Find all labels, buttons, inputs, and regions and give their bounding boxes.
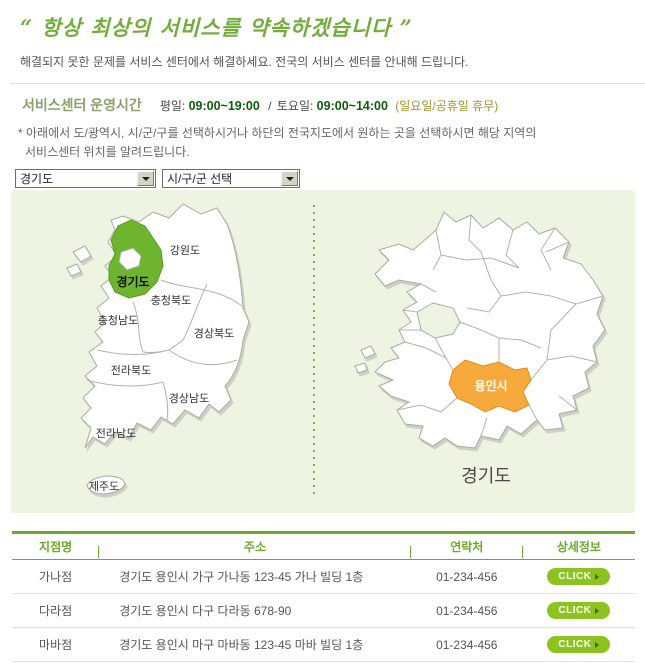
branch-address: 경기도 용인시 마구 마바동 123-45 마바 빌딩 1층 [119,638,364,652]
branch-phone: 01-234-456 [436,569,498,584]
district-select[interactable]: 시/구/군 선택 [162,169,300,188]
chungnam-label: 충청남도 [98,314,138,327]
sw-island [360,345,376,359]
instruction-line2: 서비스센터 위치를 알려드립니다. [25,144,190,159]
sw-island [354,362,368,374]
table-row: 마바점 경기도 용인시 마구 마바동 123-45 마바 빌딩 1층 01-23… [12,628,635,662]
province-select[interactable]: 경기도 [15,169,156,188]
branch-address: 경기도 용인시 가구 가나동 123-45 가나 빌딩 1층 [119,570,364,584]
west-island [66,263,82,277]
hours-detail: 평일: 09:00~19:00 / 토요일: 09:00~14:00 (일요일/… [160,97,498,114]
map-panel: 경기도 강원도 충청북도 충청남도 경상북도 전라북도 경상남도 전라남도 제주… [11,190,635,513]
district-select-arrow-button[interactable] [281,171,298,186]
branch-name: 마바점 [39,638,73,652]
header-contact: 연락처 [411,534,523,559]
district-select-value: 시/구/군 선택 [167,172,233,186]
city-borders [396,214,604,437]
divider [10,83,645,84]
header-address: 주소 [99,534,411,559]
click-button-label: CLICK [558,605,592,616]
chungbuk-label: 충청북도 [151,294,191,307]
operating-hours: 서비스센터 운영시간 평일: 09:00~19:00 / 토요일: 09:00~… [22,95,632,115]
seoul-hole [118,247,142,271]
arrow-right-icon [595,641,600,648]
gyeonggi-outline[interactable] [374,211,606,449]
branch-phone: 01-234-456 [436,603,498,618]
yongin-region[interactable] [448,359,532,413]
west-island [72,245,92,263]
weekday-time: 09:00~19:00 [188,99,260,113]
table-row: 다라점 경기도 용인시 다구 다라동 678-90 01-234-456 CLI… [12,594,635,628]
click-button[interactable]: CLICK [547,602,611,619]
page-title: “ 항상 최상의 서비스를 약속하겠습니다 ” [20,15,413,40]
province-select-arrow-button[interactable] [137,171,154,186]
header-branch-name: 지점명 [12,534,100,559]
gyeonggi-label: 경기도 [116,274,149,289]
hours-separator: / [268,99,272,113]
saturday-label: 토요일: [276,99,314,113]
click-button-label: CLICK [558,639,592,650]
gangwon-label: 강원도 [170,244,200,257]
yongin-label: 용인시 [474,378,507,393]
gyeongbuk-label: 경상북도 [194,327,234,340]
saturday-time: 09:00~14:00 [316,99,388,113]
map-divider [313,205,315,495]
branch-name: 다라점 [39,604,73,618]
jeju-label: 제주도 [89,480,119,493]
instruction-note: * 아래에서 도/광역시, 시/군/구를 선택하시거나 하단의 전국지도에서 원… [18,124,536,161]
province-borders [86,279,243,421]
gyeonggi-caption: 경기도 [461,466,511,486]
branch-phone: 01-234-456 [436,637,498,652]
jeonnam-label: 전라남도 [96,427,136,440]
branch-table: 지점명 주소 연락처 상세정보 가나점 경기도 용인시 가구 가나동 123-4… [12,531,635,662]
chevron-down-icon [285,176,294,181]
jeju-island[interactable] [86,475,126,495]
click-button-label: CLICK [558,571,592,582]
province-select-value: 경기도 [20,172,54,186]
click-button[interactable]: CLICK [547,636,611,653]
hours-heading: 서비스센터 운영시간 [22,97,142,113]
header-details: 상세정보 [556,540,601,554]
table-header-row: 지점명 주소 연락처 상세정보 [12,534,635,560]
holiday-note: (일요일/공휴일 휴무) [395,99,499,113]
seoul-hole [416,302,461,339]
korea-map: 경기도 강원도 충청북도 충청남도 경상북도 전라북도 경상남도 전라남도 제주… [66,203,250,495]
instruction-line1: * 아래에서 도/광역시, 시/군/구를 선택하시거나 하단의 전국지도에서 원… [18,126,537,140]
arrow-right-icon [595,607,600,614]
page-subtitle: 해결되지 못한 문제를 서비스 센터에서 해결하세요. 전국의 서비스 센터를 … [20,55,469,69]
click-button[interactable]: CLICK [547,568,611,585]
branch-address: 경기도 용인시 다구 다라동 678-90 [119,604,292,618]
arrow-right-icon [595,573,600,580]
weekday-label: 평일: [159,99,186,113]
gyeongnam-label: 경상남도 [169,392,209,405]
branch-name: 가나점 [39,570,73,584]
gyeonggi-map: 용인시 경기도 [354,211,606,486]
table-row: 가나점 경기도 용인시 가구 가나동 123-45 가나 빌딩 1층 01-23… [12,560,635,594]
chevron-down-icon [141,176,150,181]
jeonbuk-label: 전라북도 [111,364,151,377]
